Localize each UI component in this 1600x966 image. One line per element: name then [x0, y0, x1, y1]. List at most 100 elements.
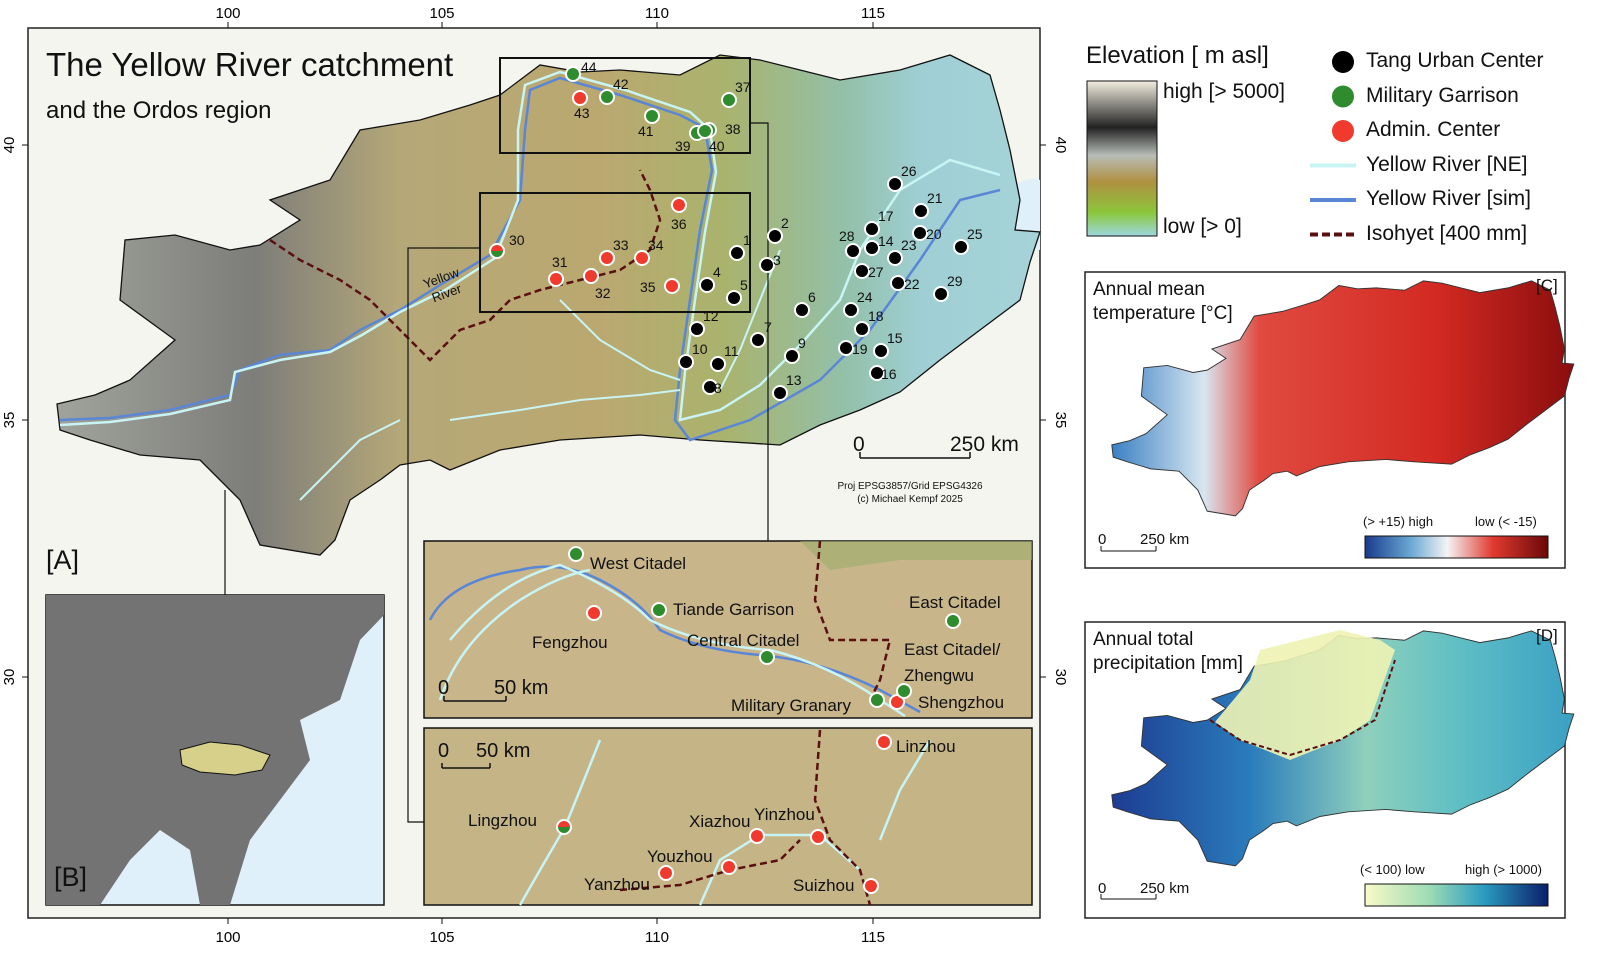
site-marker-32	[583, 268, 599, 284]
inset-south-marker-6	[863, 878, 879, 894]
site-marker-7	[750, 332, 766, 348]
elevation-low-label: low [> 0]	[1163, 215, 1242, 238]
site-marker-5	[726, 290, 742, 306]
site-label-1: 1	[743, 232, 751, 248]
inset-south-extent-box	[479, 192, 751, 313]
inset-north-frame	[423, 540, 1033, 719]
yellow-river-sim	[59, 76, 1001, 442]
panel-c-label: [C]	[1536, 276, 1558, 295]
inset-north-label-8: Shengzhou	[918, 693, 1004, 712]
site-label-29: 29	[947, 273, 963, 289]
inset-south-label-5: Yanzhou	[584, 875, 650, 894]
map-title: The Yellow River catchment	[46, 46, 454, 83]
site-marker-43	[572, 90, 588, 106]
panel-b-label: [B]	[54, 862, 88, 892]
lon-tick-label: 115	[861, 929, 885, 946]
site-label-26: 26	[901, 163, 917, 179]
site-label-38: 38	[725, 121, 741, 137]
panel-c-title-line1: Annual mean	[1093, 279, 1205, 300]
site-marker-17	[864, 221, 880, 237]
inset-n-scale-50km: 50 km	[494, 677, 549, 699]
inset-north-label-2: Tiande Garrison	[673, 600, 794, 619]
site-label-15: 15	[887, 330, 903, 346]
site-label-4: 4	[713, 264, 721, 280]
site-marker-1	[729, 245, 745, 261]
legend-admin-center-dot	[1332, 120, 1354, 142]
inset-s-scale-zero: 0	[438, 740, 450, 762]
elevation-legend-title: Elevation [ m asl]	[1086, 42, 1269, 69]
inset-north-marker-0	[568, 546, 584, 562]
site-label-10: 10	[692, 341, 708, 357]
panel-d-scale-zero: 0	[1098, 880, 1107, 897]
site-marker-12	[689, 321, 705, 337]
site-label-24: 24	[857, 289, 873, 305]
legend-isohyet-400-mm-label: Isohyet [400 mm]	[1366, 221, 1528, 245]
site-marker-2	[767, 228, 783, 244]
panel-c-scale-label: 250 km	[1140, 531, 1190, 548]
inset-north-marker-2	[651, 602, 667, 618]
inset-north-marker-8	[896, 683, 912, 699]
inset-north-marker-3	[759, 649, 775, 665]
site-marker-33	[599, 250, 615, 266]
site-label-17: 17	[878, 208, 894, 224]
inset-north-label-1: Fengzhou	[532, 633, 608, 652]
site-marker-34	[634, 250, 650, 266]
lon-tick-label: 105	[429, 929, 454, 946]
site-label-19: 19	[852, 341, 868, 357]
site-label-21: 21	[927, 190, 943, 206]
legend-yellow-river-sim-label: Yellow River [sim]	[1366, 187, 1531, 210]
site-label-36: 36	[671, 216, 687, 232]
inset-s-scale-50km: 50 km	[476, 740, 531, 762]
inset-north-marker-7	[869, 692, 885, 708]
prec-low-label: (< 100) low	[1360, 862, 1425, 877]
legend-admin-center-label: Admin. Center	[1366, 118, 1501, 141]
legend-yellow-river-ne-label: Yellow River [NE]	[1366, 152, 1528, 176]
inset-south-label-0: Linzhou	[896, 737, 956, 756]
scale-bar-inset-north	[443, 696, 507, 702]
site-label-16: 16	[881, 366, 897, 382]
inset-b-catchment	[179, 741, 271, 776]
leader-lines	[224, 122, 769, 823]
site-label-40: 40	[709, 138, 725, 154]
site-label-32: 32	[595, 285, 611, 301]
site-label-42: 42	[613, 76, 629, 92]
site-label-9: 9	[798, 335, 806, 351]
lon-tick-label: 110	[645, 929, 669, 946]
legend-symbols	[1310, 51, 1356, 237]
site-marker-11	[710, 356, 726, 372]
site-marker-8	[702, 379, 718, 395]
elevation-colorbar	[1086, 80, 1158, 237]
lon-tick-label: 105	[429, 5, 454, 22]
site-label-3: 3	[773, 252, 781, 268]
elevation-high-label: high [> 5000]	[1163, 80, 1286, 103]
panel-d-title: Annual total precipitation [mm]	[1093, 628, 1243, 676]
site-label-8: 8	[714, 380, 722, 396]
inset-south-marker-3	[810, 829, 826, 845]
site-marker-14	[864, 240, 880, 256]
site-label-12: 12	[703, 308, 719, 324]
panel-c-scale-zero: 0	[1098, 531, 1107, 548]
lat-tick-label: 35	[1, 412, 18, 429]
site-label-34: 34	[648, 237, 664, 253]
site-marker-24	[843, 302, 859, 318]
map-subtitle: and the Ordos region	[46, 97, 272, 124]
site-label-6: 6	[808, 289, 816, 305]
credits: Proj EPSG3857/Grid EPSG4326 (c) Michael …	[820, 480, 1000, 506]
panel-d-title-line2: precipitation [mm]	[1093, 653, 1243, 674]
site-marker-26	[887, 176, 903, 192]
site-marker-37	[721, 92, 737, 108]
inset-north-marker-6	[889, 694, 905, 710]
temp-low-label: low (< -15)	[1475, 514, 1537, 529]
site-marker-23	[887, 250, 903, 266]
lat-tick-label: 30	[1052, 669, 1069, 686]
inset-south-label-6: Suizhou	[793, 876, 854, 895]
inset-north-marker-1	[586, 605, 602, 621]
site-label-22: 22	[904, 276, 920, 292]
inset-north-label-7: Military Granary	[731, 696, 851, 715]
site-marker-44	[565, 66, 581, 82]
site-label-18: 18	[868, 308, 884, 324]
projection-note: Proj EPSG3857/Grid EPSG4326	[837, 481, 983, 492]
panel-d-label: [D]	[1536, 626, 1558, 645]
site-label-28: 28	[839, 228, 855, 244]
